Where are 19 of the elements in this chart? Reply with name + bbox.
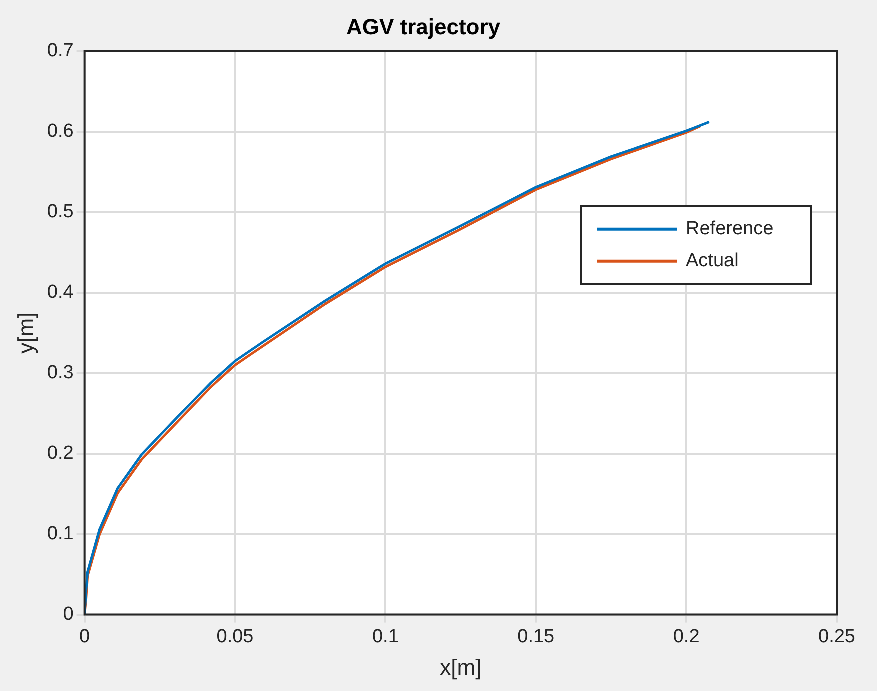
y-tick-label: 0 xyxy=(63,604,74,626)
x-tick-label: 0.2 xyxy=(673,626,700,648)
legend-label: Reference xyxy=(686,218,774,240)
chart-title: AGV trajectory xyxy=(346,14,502,40)
x-tick-label: 0 xyxy=(80,626,90,648)
y-tick-label: 0.3 xyxy=(47,362,74,384)
y-tick-label: 0.6 xyxy=(47,121,74,142)
x-tick-label: 0.25 xyxy=(818,626,856,648)
y-tick-label: 0.4 xyxy=(47,282,74,304)
y-tick-label: 0.2 xyxy=(47,443,74,464)
legend-label: Actual xyxy=(686,250,739,272)
x-axis-title: x[m] xyxy=(440,654,482,680)
y-tick-label: 0.7 xyxy=(47,40,74,62)
x-tick-label: 0.1 xyxy=(372,626,399,648)
x-tick-label: 0.05 xyxy=(216,626,254,648)
y-axis-title: y[m] xyxy=(13,312,38,354)
y-tick-label: 0.5 xyxy=(47,202,74,223)
x-tick-label: 0.15 xyxy=(518,626,555,648)
y-tick-label: 0.1 xyxy=(47,524,74,545)
